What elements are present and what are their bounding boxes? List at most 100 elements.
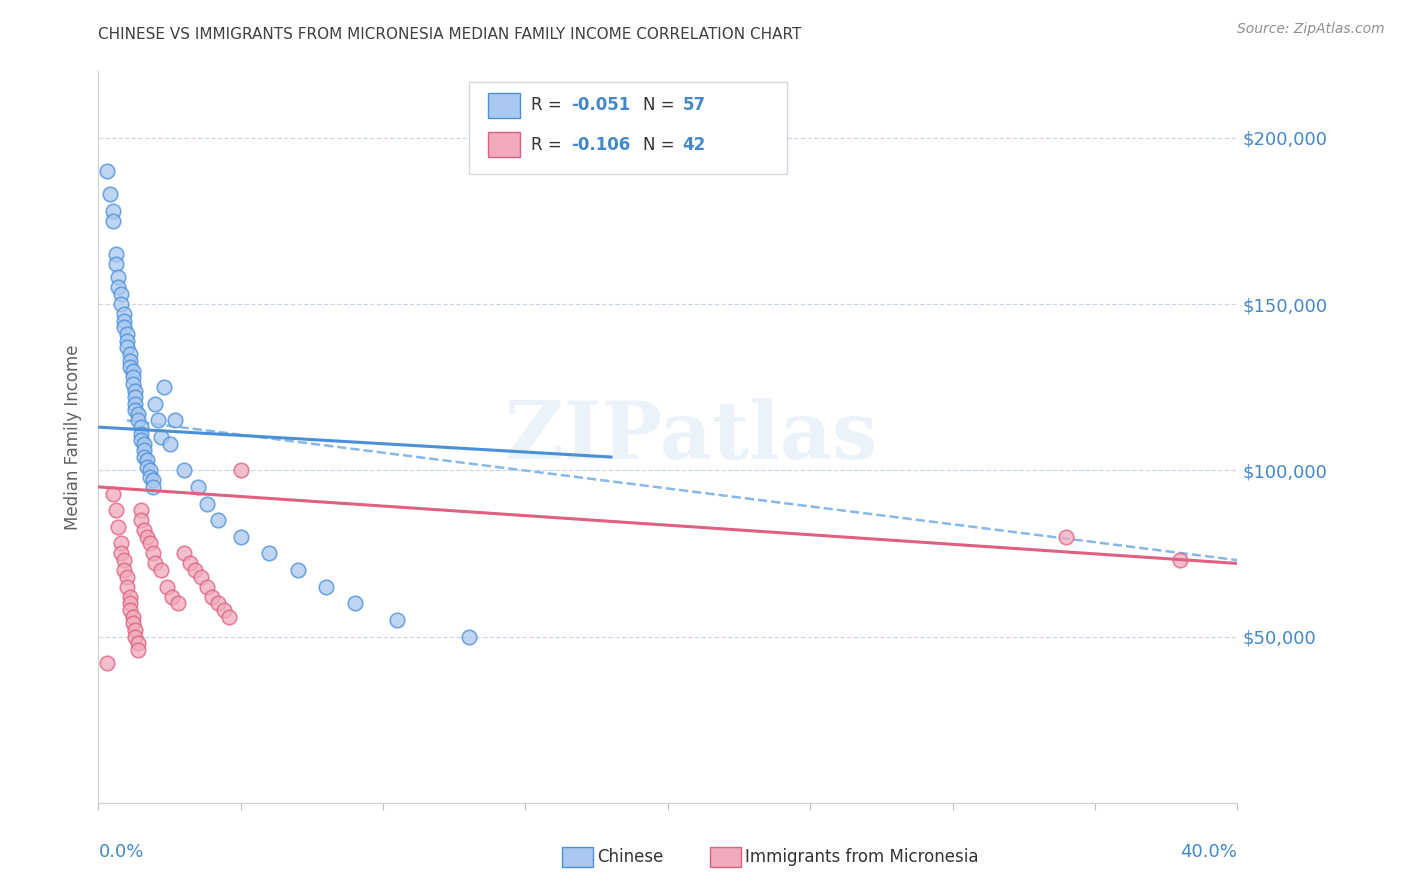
Point bbox=[141, 546, 163, 560]
Text: CHINESE VS IMMIGRANTS FROM MICRONESIA MEDIAN FAMILY INCOME CORRELATION CHART: CHINESE VS IMMIGRANTS FROM MICRONESIA ME… bbox=[98, 27, 801, 42]
Point bbox=[110, 287, 132, 301]
Point bbox=[127, 636, 149, 650]
Point bbox=[195, 580, 218, 594]
Point bbox=[107, 270, 129, 285]
Text: -0.106: -0.106 bbox=[571, 136, 630, 153]
Point bbox=[110, 536, 132, 550]
Point bbox=[101, 204, 124, 219]
Point bbox=[167, 596, 190, 610]
Point bbox=[98, 187, 121, 202]
Point bbox=[173, 463, 195, 477]
Point bbox=[229, 530, 252, 544]
Point bbox=[121, 370, 143, 384]
Point bbox=[127, 407, 149, 421]
Point bbox=[132, 443, 155, 458]
Point bbox=[179, 557, 201, 571]
Point bbox=[112, 307, 135, 321]
Point bbox=[135, 453, 157, 467]
Point bbox=[112, 314, 135, 328]
Point bbox=[148, 413, 170, 427]
Point bbox=[212, 603, 235, 617]
Point bbox=[145, 557, 167, 571]
Point bbox=[101, 214, 124, 228]
FancyBboxPatch shape bbox=[468, 82, 787, 174]
Point bbox=[135, 530, 157, 544]
Point bbox=[159, 436, 181, 450]
Text: Source: ZipAtlas.com: Source: ZipAtlas.com bbox=[1237, 22, 1385, 37]
Point bbox=[129, 420, 152, 434]
Point bbox=[124, 623, 146, 637]
Point bbox=[207, 513, 229, 527]
Text: 40.0%: 40.0% bbox=[1181, 843, 1237, 861]
Point bbox=[121, 609, 143, 624]
Point bbox=[287, 563, 309, 577]
Point bbox=[162, 590, 184, 604]
Point bbox=[145, 397, 167, 411]
Point bbox=[127, 413, 149, 427]
Point bbox=[387, 613, 409, 627]
Point bbox=[457, 630, 479, 644]
Point bbox=[343, 596, 366, 610]
Point bbox=[115, 580, 138, 594]
Point bbox=[112, 320, 135, 334]
Point bbox=[129, 434, 152, 448]
Point bbox=[132, 436, 155, 450]
Point bbox=[118, 596, 141, 610]
Point bbox=[124, 384, 146, 398]
Point bbox=[190, 570, 212, 584]
Point bbox=[115, 570, 138, 584]
Point bbox=[229, 463, 252, 477]
Text: 0.0%: 0.0% bbox=[98, 843, 143, 861]
Point bbox=[129, 513, 152, 527]
Point bbox=[156, 580, 179, 594]
Point bbox=[121, 616, 143, 631]
Point bbox=[124, 630, 146, 644]
Text: R =: R = bbox=[531, 136, 567, 153]
Point bbox=[135, 460, 157, 475]
Point bbox=[104, 247, 127, 261]
Point bbox=[115, 334, 138, 348]
Text: ZIPatlas: ZIPatlas bbox=[505, 398, 877, 476]
Point bbox=[124, 403, 146, 417]
Point bbox=[132, 523, 155, 537]
Point bbox=[195, 497, 218, 511]
Point bbox=[118, 603, 141, 617]
Point bbox=[96, 656, 118, 670]
Point bbox=[101, 486, 124, 500]
Text: Chinese: Chinese bbox=[598, 848, 664, 866]
Point bbox=[110, 297, 132, 311]
Point bbox=[96, 164, 118, 178]
Y-axis label: Median Family Income: Median Family Income bbox=[65, 344, 83, 530]
Point bbox=[187, 480, 209, 494]
Point bbox=[118, 347, 141, 361]
Text: 42: 42 bbox=[683, 136, 706, 153]
Point bbox=[115, 326, 138, 341]
Point bbox=[124, 390, 146, 404]
Text: Immigrants from Micronesia: Immigrants from Micronesia bbox=[745, 848, 979, 866]
Point bbox=[259, 546, 281, 560]
Point bbox=[118, 353, 141, 368]
Point bbox=[138, 463, 160, 477]
Text: R =: R = bbox=[531, 96, 567, 114]
Point bbox=[218, 609, 240, 624]
Point bbox=[118, 360, 141, 375]
FancyBboxPatch shape bbox=[488, 132, 520, 158]
Text: N =: N = bbox=[643, 136, 679, 153]
Point bbox=[165, 413, 187, 427]
Point bbox=[104, 503, 127, 517]
Point bbox=[207, 596, 229, 610]
Point bbox=[118, 590, 141, 604]
Point bbox=[150, 563, 173, 577]
Point bbox=[104, 257, 127, 271]
Point bbox=[153, 380, 176, 394]
Point bbox=[132, 450, 155, 464]
Point bbox=[138, 470, 160, 484]
Point bbox=[124, 397, 146, 411]
Point bbox=[184, 563, 207, 577]
Point bbox=[129, 426, 152, 441]
Point bbox=[1170, 553, 1192, 567]
Point bbox=[141, 480, 163, 494]
Point bbox=[115, 340, 138, 354]
Point bbox=[150, 430, 173, 444]
Point bbox=[107, 520, 129, 534]
